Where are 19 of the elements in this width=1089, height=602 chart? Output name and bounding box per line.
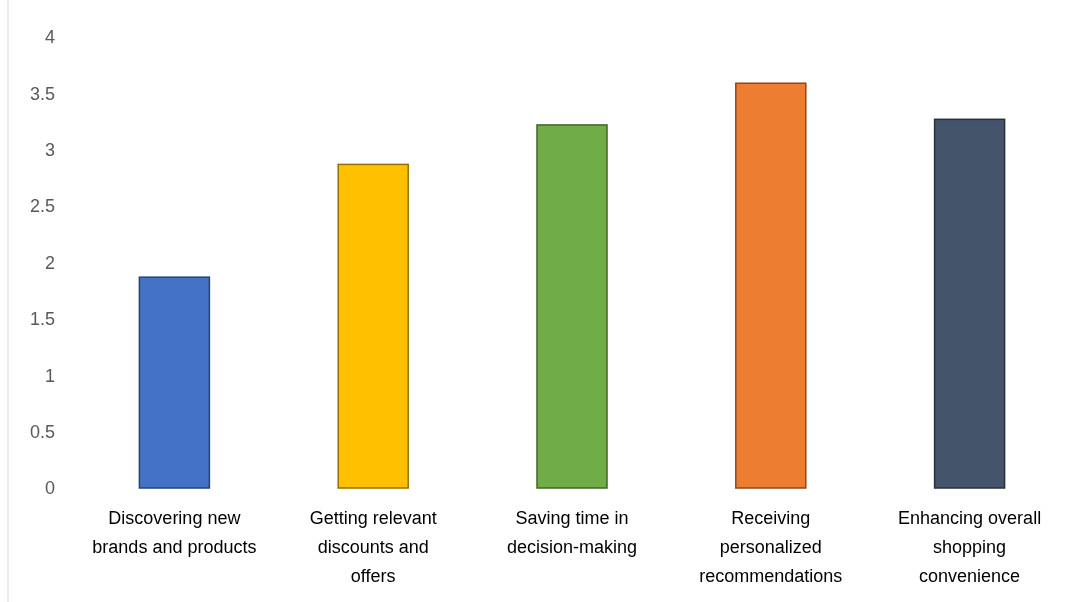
y-tick-label: 3 (44, 140, 55, 161)
bar (337, 163, 409, 489)
x-tick-label: Discovering new brands and products (92, 508, 257, 557)
x-tick-label: Getting relevant discounts and offers (309, 508, 437, 586)
bar (138, 276, 211, 489)
y-tick-label: 4 (44, 27, 55, 48)
y-tick-label: 2.5 (29, 196, 55, 217)
y-tick-label: 0.5 (29, 421, 55, 442)
bar (536, 124, 608, 489)
y-tick-label: 1.5 (29, 309, 55, 330)
bar (933, 118, 1006, 489)
y-tick-label: 3.5 (29, 83, 55, 104)
y-tick-label: 0 (44, 478, 55, 499)
x-tick-label: Enhancing overall shopping convenience (898, 508, 1042, 586)
y-tick-label: 2 (44, 252, 55, 273)
bar (735, 82, 807, 489)
x-tick-label: Receiving personalized recommendations (699, 508, 843, 586)
y-tick-label: 1 (44, 365, 55, 386)
x-tick-label: Saving time in decision-making (506, 508, 638, 557)
